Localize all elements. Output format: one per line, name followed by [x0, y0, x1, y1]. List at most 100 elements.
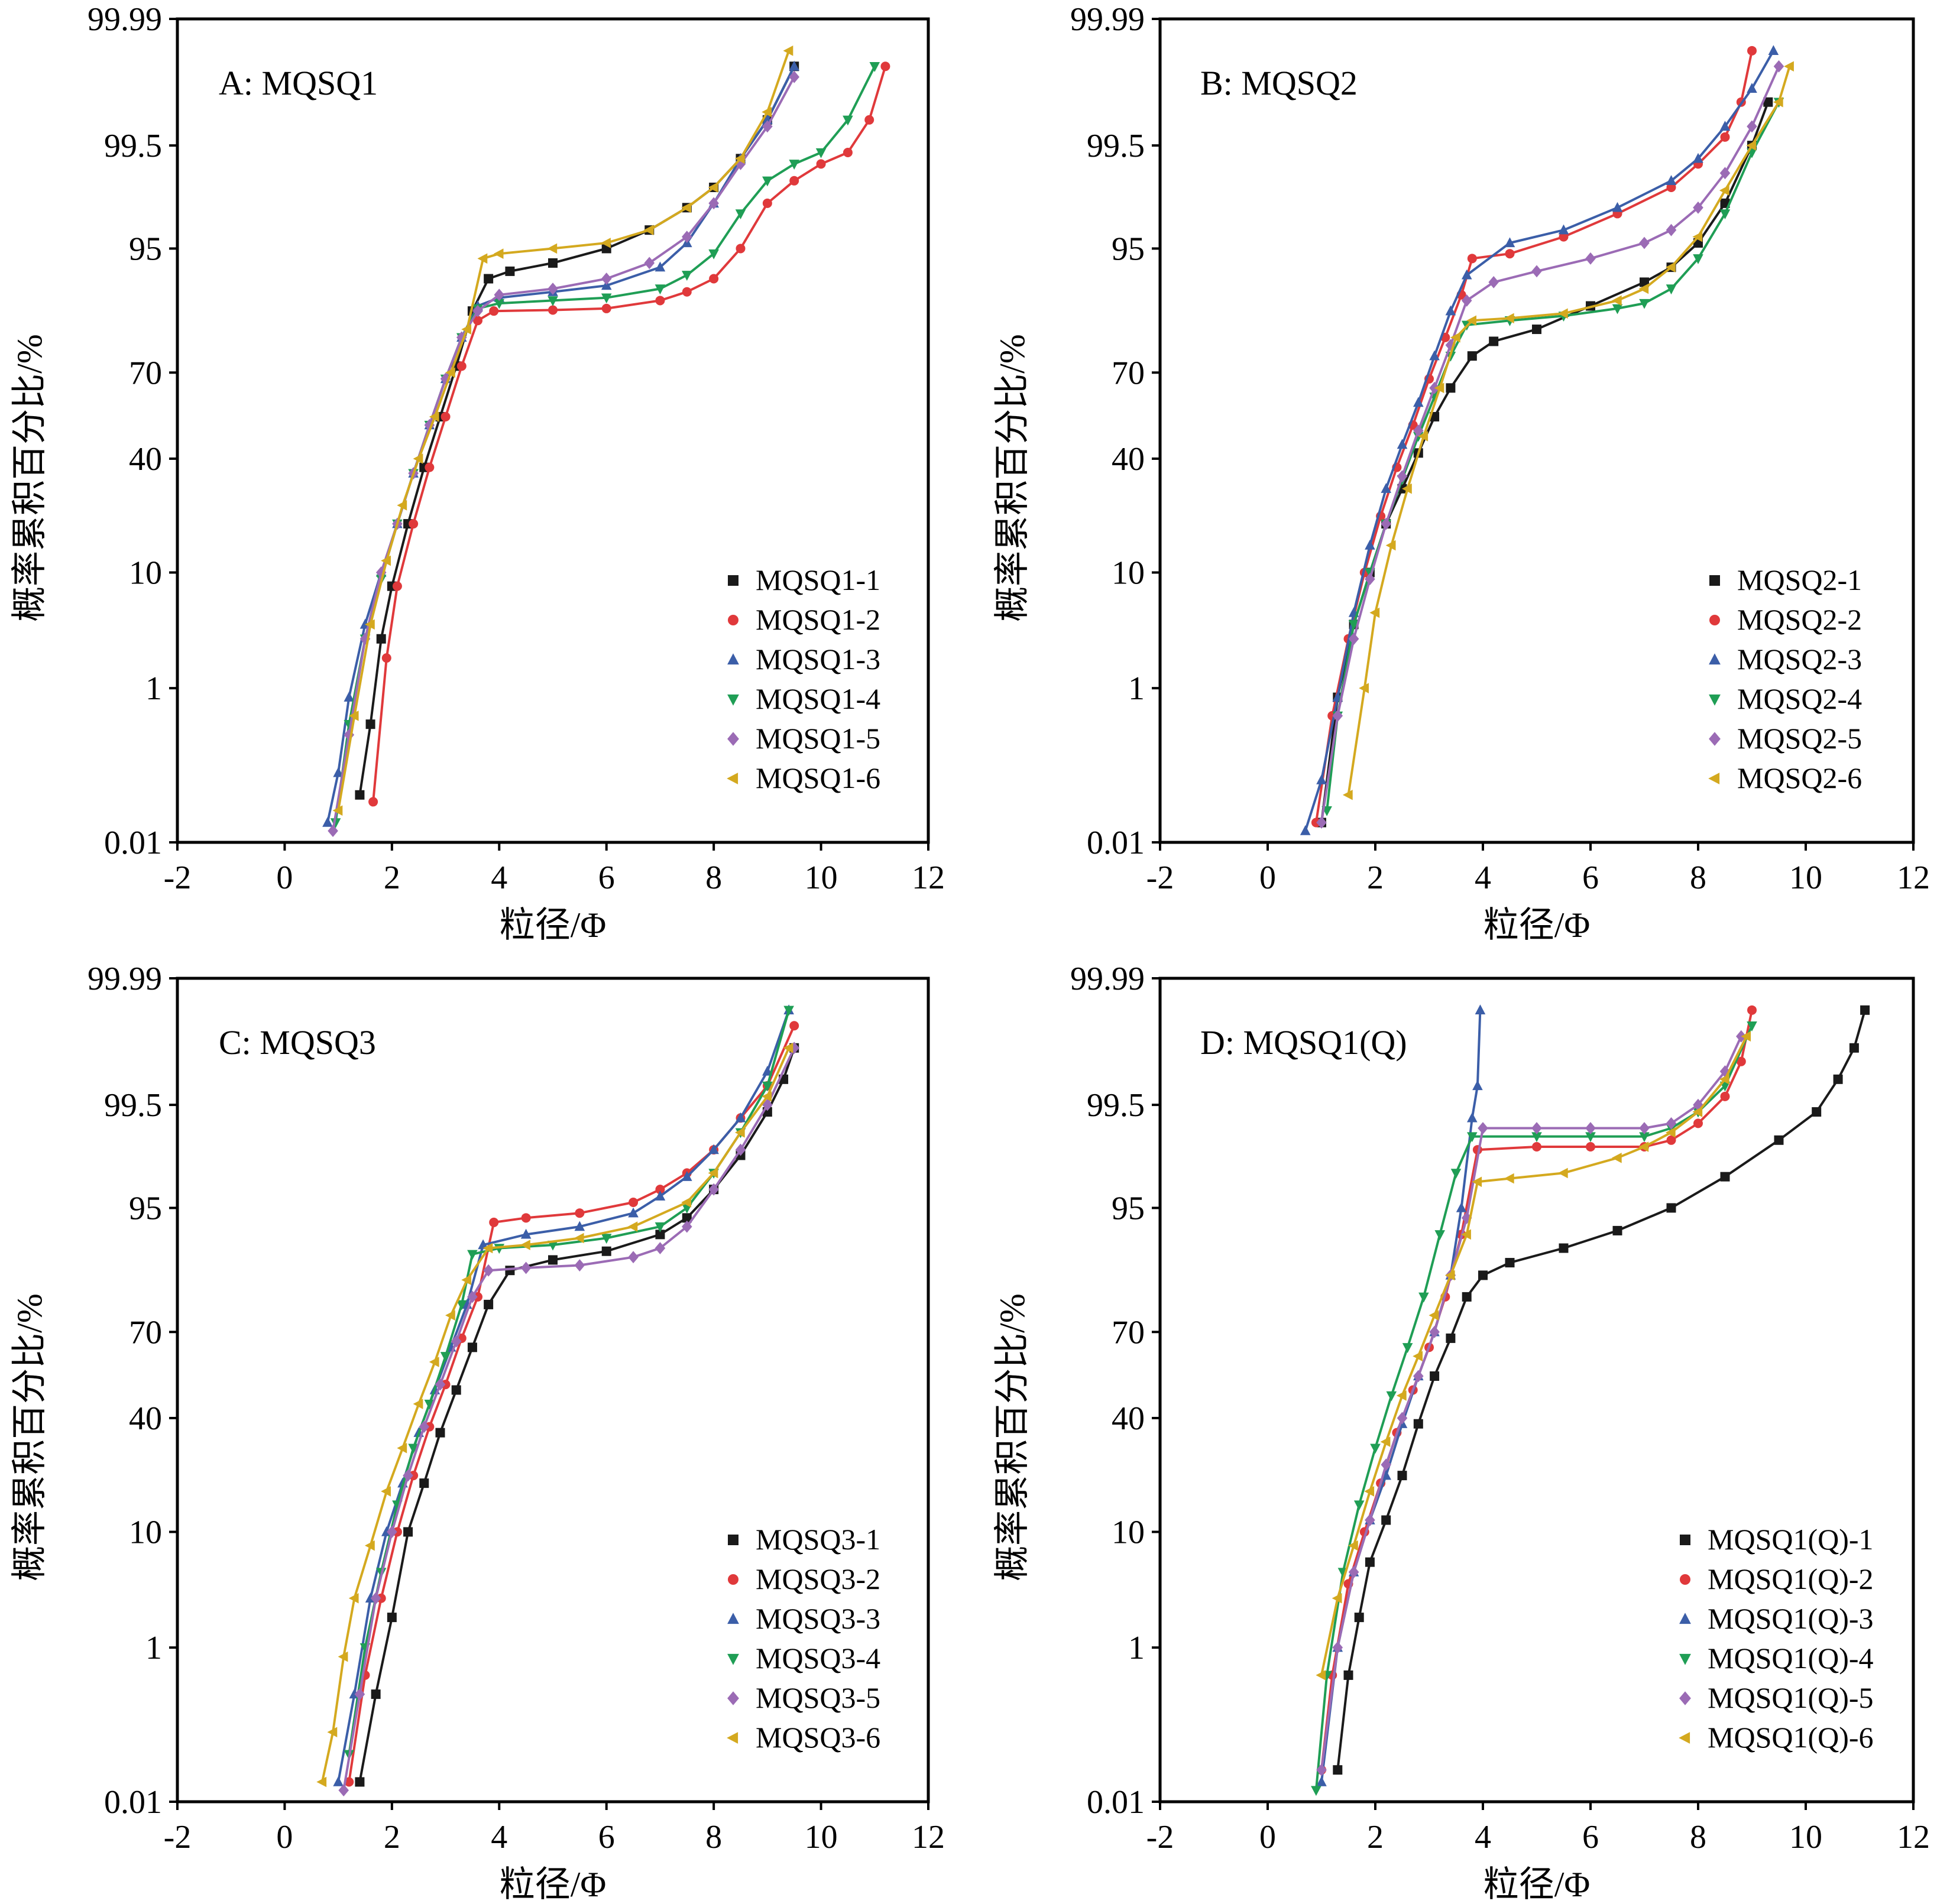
x-tick-label: 2 — [384, 859, 400, 896]
data-point — [1860, 1005, 1870, 1015]
data-point — [381, 555, 391, 566]
data-point — [1381, 517, 1391, 530]
data-point — [708, 249, 719, 260]
data-point — [493, 248, 504, 259]
x-tick-label: 4 — [491, 859, 507, 896]
legend-label: MQSQ1(Q)-2 — [1708, 1562, 1874, 1595]
data-point — [1370, 1444, 1381, 1454]
data-point — [762, 1081, 773, 1092]
data-point — [736, 244, 746, 254]
legend-label: MQSQ1-2 — [756, 603, 880, 636]
data-point — [1611, 1152, 1622, 1163]
data-point — [435, 1428, 445, 1438]
x-tick-label: 10 — [805, 1819, 838, 1856]
x-axis-title: 粒径/Φ — [1483, 906, 1591, 945]
data-point — [1666, 1203, 1676, 1213]
data-point — [1472, 1080, 1483, 1091]
data-point — [1365, 573, 1375, 585]
data-point — [505, 266, 515, 276]
legend-label: MQSQ2-6 — [1737, 761, 1862, 794]
data-point — [419, 1420, 430, 1433]
x-tick-label: 12 — [1897, 1819, 1930, 1856]
data-point — [1365, 1514, 1375, 1526]
data-point — [1462, 1292, 1472, 1302]
data-point — [338, 1651, 348, 1662]
data-point — [655, 1242, 666, 1254]
legend-label: MQSQ1-5 — [756, 722, 880, 755]
data-point — [574, 1221, 585, 1231]
legend-label: MQSQ1-3 — [756, 643, 880, 676]
legend-marker — [727, 1653, 739, 1665]
legend-marker — [1709, 575, 1720, 586]
data-point — [1849, 1043, 1859, 1053]
data-point — [574, 1232, 584, 1244]
legend-marker — [1679, 1691, 1691, 1705]
data-point — [1665, 262, 1676, 273]
data-point — [1380, 1436, 1391, 1447]
data-point — [1434, 382, 1444, 394]
data-point — [681, 1197, 691, 1208]
data-point — [338, 1784, 349, 1796]
series-line-MQSQ1-3 — [326, 66, 795, 823]
y-tick-label: 70 — [129, 355, 162, 391]
data-point — [1611, 295, 1622, 306]
data-point — [1833, 1074, 1843, 1084]
data-point — [1348, 1566, 1359, 1578]
series-line-MQSQ3-6 — [320, 1047, 790, 1782]
data-point — [708, 1183, 719, 1196]
data-point — [1348, 1540, 1358, 1551]
data-point — [413, 453, 423, 464]
data-point — [381, 1486, 391, 1497]
data-point — [355, 1777, 365, 1787]
data-point — [1402, 1343, 1413, 1353]
plot-frame — [176, 977, 930, 1804]
plot-frame — [176, 17, 930, 844]
data-point — [435, 1378, 446, 1391]
y-tick-label: 70 — [1112, 355, 1145, 391]
data-point — [440, 1352, 451, 1362]
data-point — [1532, 1141, 1541, 1152]
data-point — [1693, 1118, 1703, 1128]
data-point — [601, 1246, 611, 1256]
data-point — [429, 411, 439, 422]
data-point — [484, 1299, 494, 1309]
x-tick-label: 4 — [1475, 859, 1491, 896]
x-tick-label: 0 — [276, 859, 293, 896]
data-point — [477, 253, 488, 264]
data-point — [408, 1444, 419, 1454]
y-tick-label: 99.5 — [104, 1087, 162, 1124]
data-point — [409, 519, 419, 529]
data-point — [708, 1167, 718, 1179]
data-point — [348, 711, 359, 721]
y-tick-label: 99.99 — [1070, 1, 1145, 38]
data-point — [843, 148, 853, 158]
data-point — [1768, 45, 1779, 56]
data-point — [547, 243, 558, 254]
data-point — [371, 1689, 381, 1699]
data-point — [1381, 1458, 1391, 1471]
data-point — [708, 197, 719, 210]
panel-title: D: MQSQ1(Q) — [1200, 1023, 1407, 1062]
x-tick-label: 6 — [1582, 859, 1599, 896]
x-tick-label: 6 — [1582, 1819, 1599, 1856]
data-point — [762, 198, 772, 208]
panel-title: A: MQSQ1 — [219, 64, 378, 102]
y-tick-label: 40 — [1112, 1400, 1145, 1437]
data-point — [1381, 483, 1391, 493]
data-point — [1316, 816, 1327, 829]
data-point — [1773, 60, 1784, 73]
x-tick-label: 12 — [1897, 859, 1930, 896]
y-tick-label: 99.5 — [104, 128, 162, 164]
y-tick-label: 70 — [129, 1314, 162, 1351]
data-point — [1557, 1167, 1568, 1179]
data-point — [789, 1021, 799, 1031]
x-tick-label: 8 — [705, 1819, 722, 1856]
data-point — [1450, 1169, 1462, 1179]
data-point — [1445, 305, 1456, 316]
data-point — [467, 1290, 478, 1303]
x-axis-title: 粒径/Φ — [1483, 1865, 1591, 1904]
data-point — [628, 1207, 639, 1218]
legend-label: MQSQ2-1 — [1737, 563, 1862, 596]
data-point — [1397, 470, 1408, 483]
data-point — [1475, 1004, 1486, 1015]
